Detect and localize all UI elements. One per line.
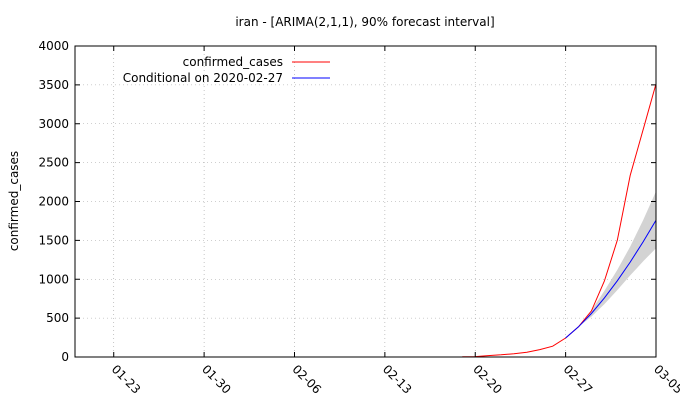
confirmed-cases-line	[462, 83, 657, 358]
y-tick-label: 3000	[38, 117, 69, 131]
y-tick-label: 2500	[38, 156, 69, 170]
y-tick-label: 1500	[38, 233, 69, 247]
series-lines	[462, 83, 657, 358]
gridlines	[75, 46, 657, 357]
chart-title: iran - [ARIMA(2,1,1), 90% forecast inter…	[235, 15, 494, 29]
y-tick-label: 4000	[38, 39, 69, 53]
y-tick-label: 500	[46, 311, 69, 325]
forecast-interval-band	[565, 191, 656, 338]
legend-label: confirmed_cases	[183, 55, 283, 69]
y-tick-label: 3500	[38, 78, 69, 92]
y-tick-label: 2000	[38, 195, 69, 209]
legend: confirmed_cases Conditional on 2020-02-27	[123, 55, 330, 85]
y-tick-label: 0	[61, 350, 69, 364]
y-tick-label: 1000	[38, 272, 69, 286]
forecast-band	[565, 191, 656, 338]
forecast-line	[565, 219, 657, 339]
y-axis-label: confirmed_cases	[7, 151, 21, 251]
legend-label: Conditional on 2020-02-27	[123, 71, 283, 85]
